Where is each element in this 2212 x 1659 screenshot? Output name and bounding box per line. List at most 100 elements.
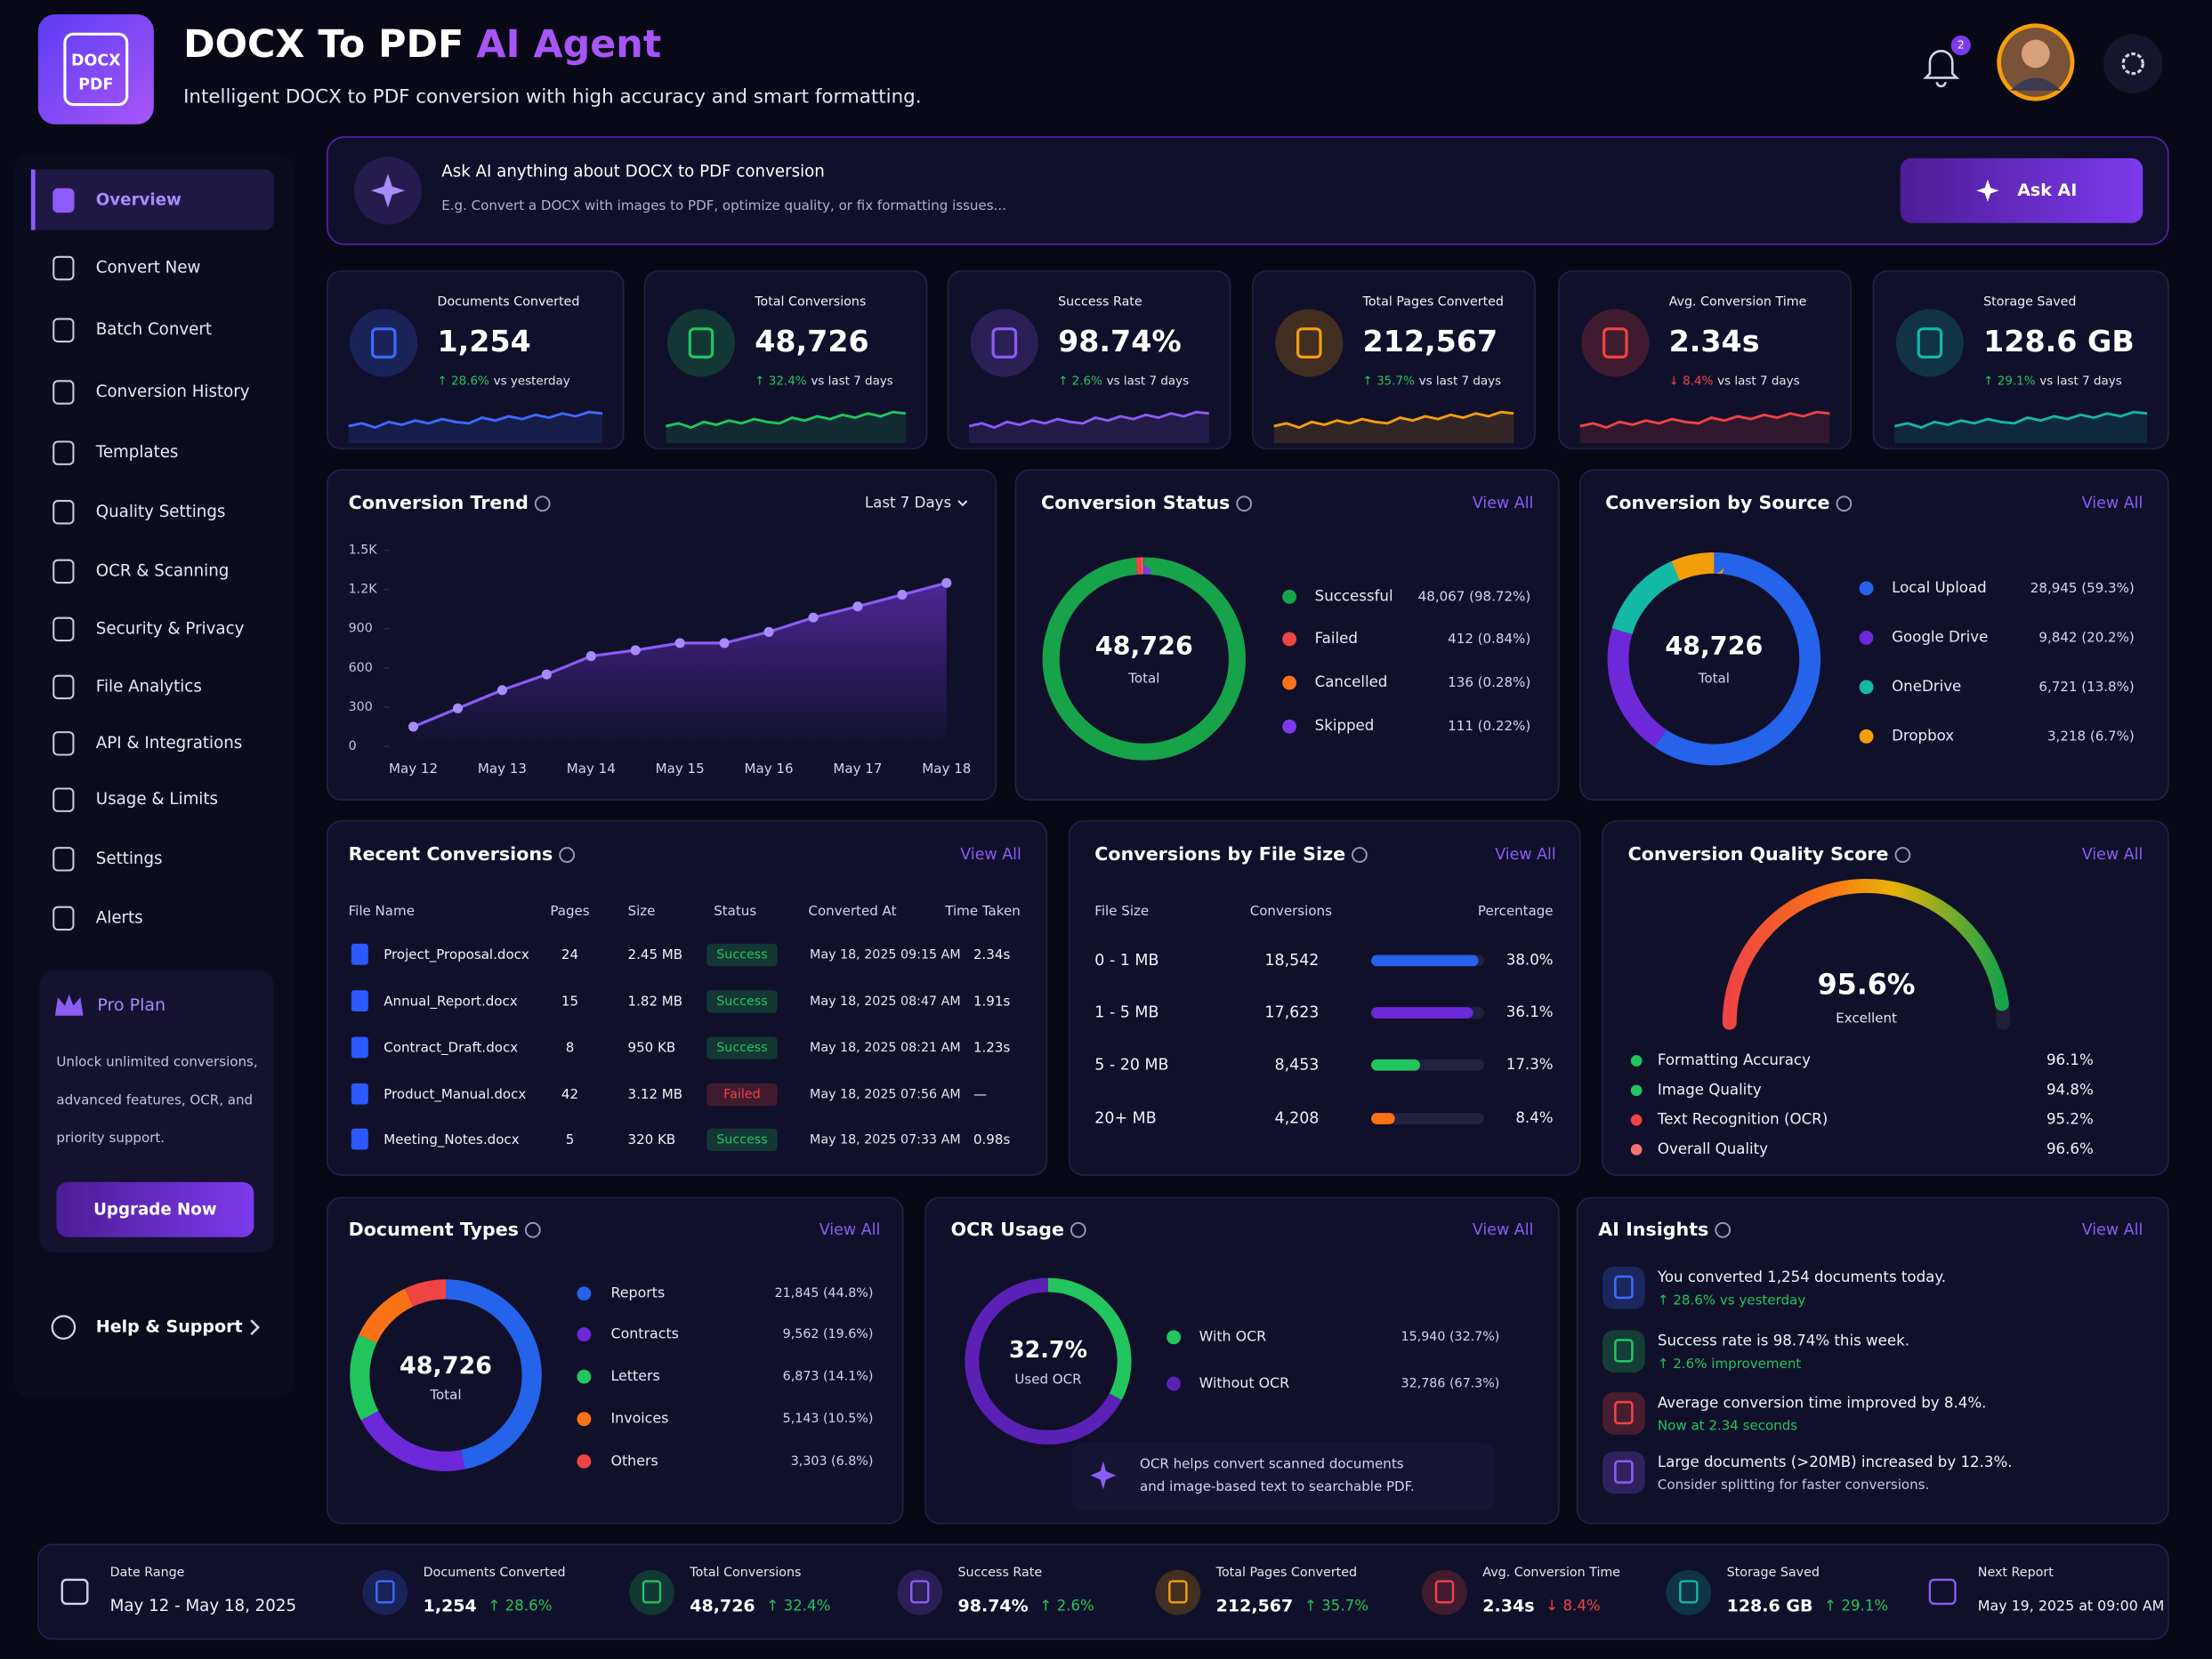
summary-glyph xyxy=(1679,1580,1699,1604)
file-size-label: 1 - 5 MB xyxy=(1094,1004,1158,1022)
nav-item[interactable]: Quality Settings xyxy=(96,503,226,521)
nav-item[interactable]: Usage & Limits xyxy=(96,790,218,809)
card xyxy=(327,270,625,450)
sparkline xyxy=(1579,410,1830,430)
legend-value: 28,945 (59.3%) xyxy=(2030,580,2135,596)
info-icon xyxy=(559,847,576,863)
file-name: Meeting_Notes.docx xyxy=(383,1132,519,1148)
view-all-link[interactable]: View All xyxy=(1473,1221,1534,1239)
insight-icon xyxy=(1602,1330,1645,1373)
summary-change: ↓ 8.4% xyxy=(1546,1598,1600,1615)
view-all-link[interactable]: View All xyxy=(819,1221,881,1239)
file-size-label: 20+ MB xyxy=(1094,1110,1156,1128)
card-title: Conversion Quality Score xyxy=(1628,843,1889,865)
quality-item: Image Quality xyxy=(1658,1081,1762,1098)
file-name: Project_Proposal.docx xyxy=(383,946,529,963)
insight-sub: ↑ 28.6% vs yesterday xyxy=(1658,1293,1805,1309)
settings-button[interactable] xyxy=(2103,34,2163,93)
insight-glyph xyxy=(1614,1339,1634,1363)
nav-item[interactable]: Settings xyxy=(96,850,163,868)
kpi-value: 212,567 xyxy=(1363,324,1498,358)
nav-item[interactable]: API & Integrations xyxy=(96,734,243,753)
card xyxy=(924,1196,1560,1525)
sparkline-area xyxy=(1273,412,1514,444)
file-icon xyxy=(351,1083,368,1105)
insight-text: Average conversion time improved by 8.4%… xyxy=(1658,1394,1987,1411)
legend-dot xyxy=(1167,1376,1182,1391)
view-all-link[interactable]: View All xyxy=(1473,495,1534,512)
ask-button-label[interactable]: Ask AI xyxy=(2017,181,2077,200)
quality-item: Text Recognition (OCR) xyxy=(1657,1111,1828,1128)
size: 320 KB xyxy=(628,1132,676,1148)
logo-text: PDF xyxy=(78,76,113,93)
view-all-link[interactable]: View All xyxy=(2082,495,2143,512)
donut-segment xyxy=(965,1277,1132,1445)
card-title: Document Types xyxy=(349,1219,519,1240)
ask-button[interactable] xyxy=(1900,157,2143,223)
summary-label: Success Rate xyxy=(958,1566,1043,1580)
nav-icon xyxy=(52,188,75,213)
summary-glyph xyxy=(375,1580,395,1604)
trend-point xyxy=(541,669,552,680)
ask-input[interactable]: E.g. Convert a DOCX with images to PDF, … xyxy=(441,197,1006,213)
time-taken: 0.98s xyxy=(973,1132,1011,1148)
bell-icon[interactable] xyxy=(1923,50,1960,88)
table-header: Size xyxy=(628,903,656,919)
time-taken: 1.23s xyxy=(973,1040,1011,1056)
donut-center-value: 32.7% xyxy=(1009,1336,1087,1363)
summary-value: 128.6 GB xyxy=(1727,1597,1813,1616)
kpi-icon-glyph xyxy=(370,327,397,358)
nav-item[interactable]: Security & Privacy xyxy=(96,619,245,638)
legend-label: Others xyxy=(611,1452,658,1469)
summary-value: 1,254 xyxy=(424,1597,477,1616)
summary-label: Storage Saved xyxy=(1727,1566,1820,1580)
legend-dot xyxy=(1859,680,1874,695)
sparkline-area xyxy=(348,412,602,444)
nav-item[interactable]: Templates xyxy=(95,443,179,462)
view-all-link[interactable]: View All xyxy=(960,846,1021,864)
sparkline-area xyxy=(1894,412,2148,444)
view-all-link[interactable]: View All xyxy=(2082,1221,2143,1239)
conversion-count: 18,542 xyxy=(1264,952,1319,970)
help-link[interactable]: Help & Support xyxy=(96,1317,243,1337)
status-pill xyxy=(706,990,778,1013)
y-tick-label: 0 xyxy=(349,739,357,753)
range-selector[interactable]: Last 7 Days xyxy=(865,495,951,511)
upgrade-button[interactable] xyxy=(56,1181,254,1237)
gauge-rating: Excellent xyxy=(1836,1010,1897,1026)
nav-item[interactable]: Alerts xyxy=(96,908,143,927)
summary-label: Documents Converted xyxy=(424,1566,566,1580)
info-icon xyxy=(1715,1221,1732,1238)
pro-plan-text: priority support. xyxy=(56,1130,165,1146)
legend-dot xyxy=(1630,1144,1643,1156)
summary-value: 98.74% xyxy=(958,1597,1029,1616)
table-header: Time Taken xyxy=(944,903,1021,919)
view-all-link[interactable]: View All xyxy=(2082,846,2143,864)
nav-item[interactable]: Conversion History xyxy=(96,383,250,401)
nav-item[interactable]: Batch Convert xyxy=(96,320,212,339)
converted-at: May 18, 2025 09:15 AM xyxy=(810,948,961,962)
view-all-link[interactable]: View All xyxy=(1495,846,1556,864)
pro-plan-text: advanced features, OCR, and xyxy=(56,1091,253,1107)
legend-dot xyxy=(577,1327,592,1342)
table-header: Status xyxy=(714,903,756,919)
nav-item[interactable]: OCR & Scanning xyxy=(96,561,230,580)
file-name: Annual_Report.docx xyxy=(383,993,518,1010)
nav-item[interactable]: Convert New xyxy=(96,258,201,277)
kpi-period: vs last 7 days xyxy=(811,374,893,388)
sparkline-area xyxy=(666,412,906,444)
kpi-period: vs last 7 days xyxy=(1717,374,1800,388)
kpi-icon xyxy=(1895,309,1964,377)
x-tick-label: May 15 xyxy=(656,761,705,777)
file-size-label: 5 - 20 MB xyxy=(1094,1056,1168,1074)
nav-icon xyxy=(52,847,75,872)
nav-item[interactable]: File Analytics xyxy=(96,677,202,696)
legend-dot xyxy=(1282,632,1297,647)
file-icon xyxy=(351,1036,368,1059)
donut-center-value: 48,726 xyxy=(1095,632,1193,661)
ocr-note xyxy=(1071,1443,1496,1511)
kpi-period: vs yesterday xyxy=(494,374,570,388)
kpi-icon-glyph xyxy=(991,327,1018,358)
upgrade-button-label[interactable]: Upgrade Now xyxy=(93,1201,217,1220)
nav-item[interactable]: Overview xyxy=(96,190,182,209)
